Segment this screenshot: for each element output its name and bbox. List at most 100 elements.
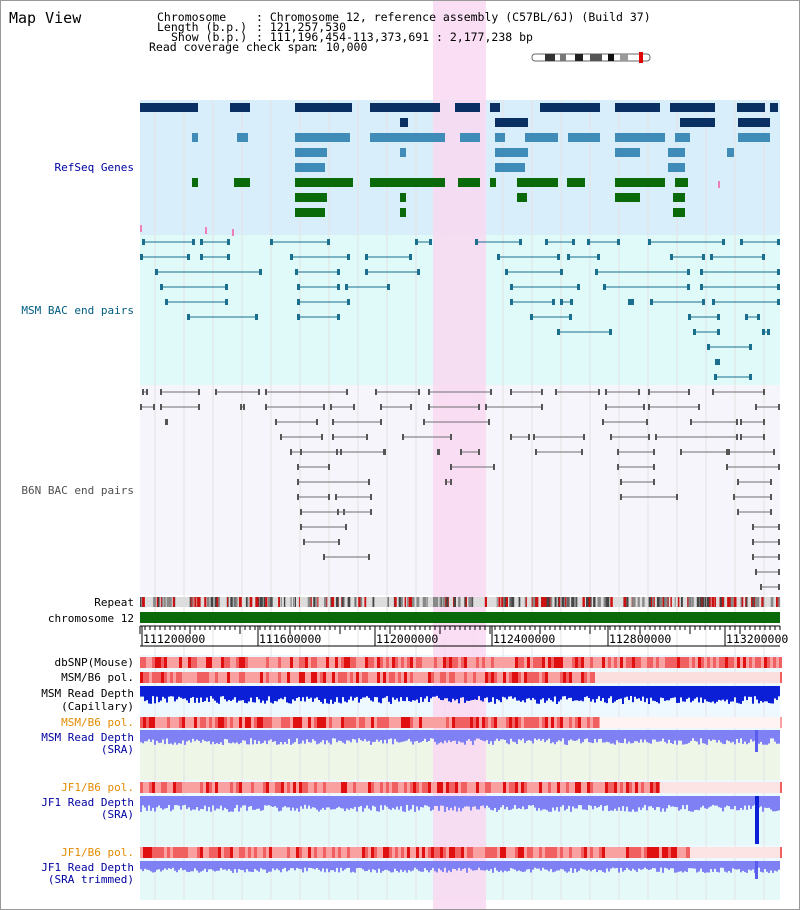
track-label-msm-depth-sra[interactable]: MSM Read Depth — [41, 731, 134, 744]
msm-capillary-depth-bar — [322, 686, 324, 704]
msm-sra-depth-bar — [578, 730, 580, 739]
msm-pol2-cell — [485, 717, 488, 728]
msm-pol2-cell — [359, 717, 362, 728]
msm-pol2-cell — [404, 717, 407, 728]
dbsnp-cell — [152, 657, 155, 668]
track-label-repeat[interactable]: Repeat — [94, 596, 134, 609]
jf1-sra-depth-bar — [520, 796, 522, 809]
msm-pol-cell — [335, 672, 338, 683]
msm-pol2-cell — [494, 717, 497, 728]
track-label-b6n-bac[interactable]: B6N BAC end pairs — [21, 484, 134, 497]
msm-capillary-depth-bar — [552, 686, 554, 702]
gene-feature — [295, 178, 353, 187]
msm-pol2-cell — [245, 717, 248, 728]
dbsnp-cell — [167, 657, 170, 668]
repeat-element — [359, 597, 362, 607]
msm-capillary-depth-bar — [258, 686, 260, 700]
msm-pol2-cell — [332, 717, 335, 728]
msm-pol-cell — [254, 672, 257, 683]
jf1-pol2-cell — [155, 847, 158, 858]
jf1-pol2-cell — [479, 847, 482, 858]
b6n-bac-end — [140, 404, 142, 410]
msm-sra-depth-bar — [224, 730, 226, 739]
jf1-pol-cell — [482, 782, 485, 793]
jf1-pol-cell — [263, 782, 266, 793]
track-label-msm-pol-1[interactable]: MSM/B6 pol. — [61, 671, 134, 684]
msm-pol-cell — [302, 672, 305, 683]
msm-capillary-depth-bar — [538, 686, 540, 704]
repeat-element — [400, 597, 403, 607]
msm-capillary-depth-bar — [458, 686, 460, 704]
jf1-sra-depth-bar — [378, 796, 380, 812]
gene-feature — [495, 163, 525, 172]
msm-bac-end — [687, 269, 690, 275]
jf1-sra-depth-bar — [464, 796, 466, 807]
repeat-element — [341, 597, 343, 607]
msm-pol-cell — [470, 672, 473, 683]
track-label-msm-pol-2[interactable]: MSM/B6 pol. — [61, 716, 134, 729]
msm-sra-depth-bar — [544, 730, 546, 743]
track-label-msm-bac[interactable]: MSM BAC end pairs — [21, 304, 134, 317]
dbsnp-cell — [431, 657, 434, 668]
b6n-bac-end — [698, 404, 700, 410]
jf1-trimmed-depth-bar — [438, 861, 440, 869]
jf1-pol-cell — [395, 782, 398, 793]
jf1-pol-cell — [365, 782, 368, 793]
jf1-sra-depth-bar — [206, 796, 208, 812]
dbsnp-cell — [698, 657, 701, 668]
track-label-msm-depth-capillary[interactable]: MSM Read Depth — [41, 687, 134, 700]
msm-sra-depth-bar — [668, 730, 670, 740]
msm-capillary-depth-bar — [636, 686, 638, 699]
msm-pol-cell — [578, 672, 581, 683]
msm-pol-cell — [368, 672, 371, 683]
b6n-bac-end — [428, 389, 430, 395]
msm-pol2-cell — [581, 717, 584, 728]
jf1-sra-depth-bar — [656, 796, 658, 807]
jf1-sra-depth-bar — [626, 796, 628, 807]
jf1-pol2-cell — [176, 847, 179, 858]
jf1-pol2-cell — [167, 847, 170, 858]
track-label-jf1-pol-1[interactable]: JF1/B6 pol. — [61, 781, 134, 794]
jf1-trimmed-depth-bar — [444, 861, 446, 868]
jf1-pol2-cell — [218, 847, 221, 858]
msm-pol-cell — [545, 672, 548, 683]
jf1-trimmed-depth-bar — [626, 861, 628, 868]
msm-capillary-depth-bar — [406, 686, 408, 698]
msm-pol2-cell — [446, 717, 449, 728]
gene-feature — [458, 178, 480, 187]
track-label-dbsnp[interactable]: dbSNP(Mouse) — [54, 656, 134, 669]
gene-feature — [370, 178, 445, 187]
msm-sra-depth-bar — [770, 730, 772, 739]
repeat-element — [518, 597, 521, 607]
jf1-pol-cell — [404, 782, 407, 793]
repeat-element — [626, 597, 629, 607]
repeat-element — [439, 597, 442, 607]
msm-sra-depth-bar — [218, 730, 220, 744]
track-label-refseq[interactable]: RefSeq Genes — [54, 161, 134, 174]
msm-pol2-cell — [224, 717, 227, 728]
jf1-sra-depth-bar — [724, 796, 726, 808]
msm-pol2-cell — [338, 717, 341, 728]
track-label-jf1-depth-sra[interactable]: JF1 Read Depth — [41, 796, 134, 809]
track-label-jf1-depth-trimmed[interactable]: JF1 Read Depth — [41, 861, 134, 874]
msm-sra-depth-bar — [426, 730, 428, 742]
msm-capillary-depth-bar — [750, 686, 752, 697]
jf1-pol2-cell — [638, 847, 641, 858]
dbsnp-cell — [710, 657, 713, 668]
jf1-pol-cell — [344, 782, 347, 793]
msm-sra-depth-bar — [684, 730, 686, 745]
msm-sra-depth-bar — [650, 730, 652, 744]
jf1-sra-depth-bar — [690, 796, 692, 812]
jf1-trimmed-depth-bar — [344, 861, 346, 870]
jf1-sra-depth-bar — [442, 796, 444, 806]
jf1-sra-depth-bar — [736, 796, 738, 811]
msm-sra-depth-bar — [394, 730, 396, 740]
track-label-chromosome[interactable]: chromosome 12 — [47, 612, 134, 625]
jf1-pol2-cell — [464, 847, 467, 858]
jf1-trimmed-depth-bar — [140, 861, 142, 870]
track-label-jf1-pol-2[interactable]: JF1/B6 pol. — [61, 846, 134, 859]
msm-capillary-depth-bar — [712, 686, 714, 702]
repeat-element — [696, 597, 700, 607]
dbsnp-cell — [242, 657, 245, 668]
b6n-bac-end — [368, 554, 370, 560]
